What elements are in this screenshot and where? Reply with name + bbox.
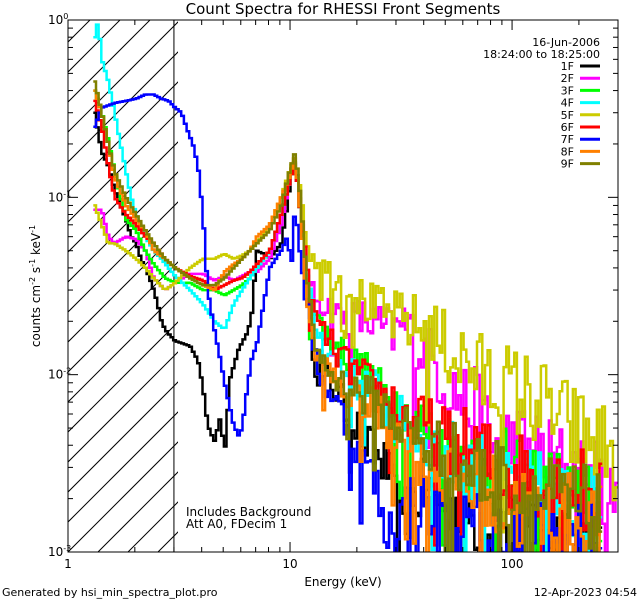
hatch-line bbox=[68, 21, 178, 133]
footer-timestamp: 12-Apr-2023 04:54 bbox=[534, 586, 637, 599]
x-tick-label: 10 bbox=[282, 557, 297, 571]
y-axis-label: counts cm-2 s-1 keV-1 bbox=[28, 225, 43, 347]
legend-label-1F: 1F bbox=[561, 60, 574, 73]
hatch-line bbox=[68, 411, 178, 523]
series-5F bbox=[93, 157, 618, 534]
hatch-line bbox=[68, 201, 178, 313]
x-tick-label: 100 bbox=[501, 557, 524, 571]
y-tick-label: 10-3 bbox=[48, 544, 71, 559]
chart-title: Count Spectra for RHESSI Front Segments bbox=[186, 0, 501, 18]
date-label: 16-Jun-2006 bbox=[532, 36, 600, 49]
hatch-line bbox=[68, 20, 121, 73]
series-layer bbox=[93, 23, 618, 552]
legend-label-7F: 7F bbox=[561, 133, 574, 146]
x-axis-label: Energy (keV) bbox=[304, 575, 381, 589]
legend-label-5F: 5F bbox=[561, 109, 574, 122]
legend-label-8F: 8F bbox=[561, 145, 574, 158]
legend-label-2F: 2F bbox=[561, 72, 574, 85]
hatch-line bbox=[68, 20, 151, 103]
legend-label-4F: 4F bbox=[561, 97, 574, 110]
series-9F bbox=[93, 80, 603, 552]
legend-label-6F: 6F bbox=[561, 121, 574, 134]
time-range-label: 18:24:00 to 18:25:00 bbox=[483, 48, 600, 61]
header-info: 16-Jun-2006 18:24:00 to 18:25:00 bbox=[483, 36, 600, 61]
annotation-attenuator: Att A0, FDecim 1 bbox=[186, 517, 287, 531]
legend-label-3F: 3F bbox=[561, 84, 574, 97]
annotation-background: Includes Background bbox=[186, 505, 311, 519]
legend-label-9F: 9F bbox=[561, 158, 574, 171]
footer-generated-by: Generated by hsi_min_spectra_plot.pro bbox=[2, 586, 218, 599]
hatch-line bbox=[0, 0, 98, 552]
y-tick-label: 10-1 bbox=[48, 189, 71, 204]
hatch-line bbox=[68, 441, 178, 552]
plot-frame bbox=[67, 19, 619, 553]
hatch-line bbox=[68, 351, 178, 463]
y-tick-label: 100 bbox=[48, 12, 68, 27]
y-tick-label: 10-2 bbox=[48, 367, 71, 382]
hatch-line bbox=[68, 111, 178, 223]
hatch-line bbox=[68, 171, 178, 283]
annotations: Includes Background Att A0, FDecim 1 bbox=[186, 505, 311, 531]
axes: 1 10 100 10-3 10-2 10-1 100 bbox=[48, 12, 619, 571]
x-tick-label: 1 bbox=[64, 557, 72, 571]
hatch-line bbox=[68, 381, 178, 493]
